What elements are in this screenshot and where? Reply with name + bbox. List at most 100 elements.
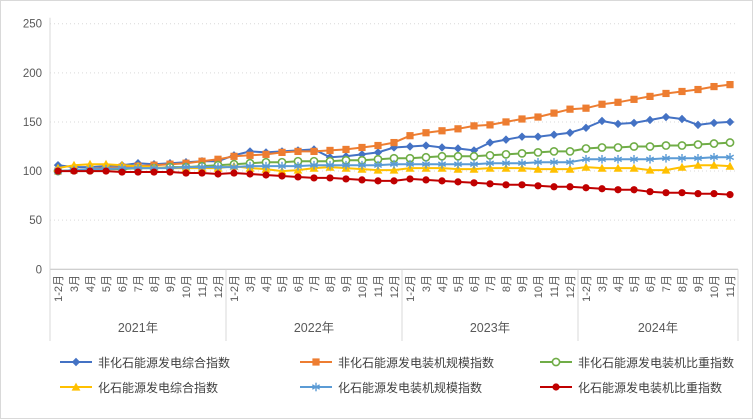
data-point-marker (406, 132, 414, 140)
data-point-marker (134, 168, 142, 176)
data-point-marker (518, 181, 526, 189)
data-point-marker (373, 165, 383, 174)
data-point-marker (725, 161, 735, 170)
data-point-marker (421, 159, 431, 169)
legend: 非化石能源发电综合指数 非化石能源发电装机规模指数 非化石能源发电装机比重指数化石能… (59, 353, 749, 396)
data-point-marker (486, 121, 494, 129)
data-point-marker (454, 178, 462, 186)
data-point-marker (374, 141, 382, 150)
data-point-marker (533, 147, 543, 157)
data-point-marker (597, 143, 607, 152)
data-point-marker (357, 160, 367, 170)
data-point-marker (661, 153, 671, 163)
data-point-marker (693, 120, 703, 130)
legend-item[interactable]: 化石能源发电装机规模指数 (299, 378, 539, 396)
legend-item[interactable]: 非化石能源发电装机比重指数 (539, 353, 749, 371)
x-axis-month-label: 6月 (293, 275, 305, 292)
data-point-marker (54, 167, 62, 175)
data-point-marker (437, 143, 447, 152)
data-point-marker (374, 177, 382, 185)
data-point-marker (405, 142, 415, 151)
data-point-marker (662, 89, 670, 98)
data-point-marker (405, 159, 415, 169)
data-point-marker (150, 168, 158, 176)
data-point-marker (565, 157, 575, 167)
data-point-marker (358, 176, 366, 184)
data-point-marker (294, 147, 302, 156)
data-point-marker (694, 85, 702, 94)
legend-label: 化石能源发电装机比重指数 (578, 380, 723, 395)
data-point-marker (645, 115, 655, 125)
x-axis-month-label: 5月 (629, 275, 641, 292)
data-point-marker (613, 163, 623, 172)
data-point-marker (246, 151, 254, 159)
data-point-marker (518, 115, 526, 123)
legend-item[interactable]: 化石能源发电装机比重指数 (539, 378, 749, 396)
data-point-marker (549, 147, 559, 156)
legend-item[interactable]: 非化石能源发电综合指数 (59, 353, 299, 371)
legend-item[interactable]: 化石能源发电综合指数 (59, 378, 299, 396)
x-axis-month-label: 12月 (389, 275, 401, 298)
data-point-marker (501, 135, 511, 144)
x-axis-month-label: 12月 (565, 275, 577, 298)
data-point-marker (325, 160, 335, 170)
data-point-marker (262, 171, 270, 179)
data-point-marker (69, 160, 79, 169)
data-point-marker (549, 164, 559, 173)
data-point-marker (581, 144, 591, 153)
data-point-marker (677, 162, 687, 171)
x-axis-month-label: 8月 (325, 275, 337, 292)
data-point-marker (373, 160, 383, 170)
y-axis-tick-label: 50 (29, 215, 42, 227)
data-point-marker (294, 173, 302, 181)
data-point-marker (246, 170, 254, 178)
x-axis-month-label: 6月 (645, 275, 657, 292)
x-axis-month-label: 11月 (373, 275, 385, 297)
legend-label: 非化石能源发电综合指数 (98, 355, 231, 370)
data-point-marker (102, 167, 110, 175)
data-point-marker (469, 146, 479, 155)
x-axis-year-label: 2021年 (118, 321, 158, 335)
data-point-marker (454, 125, 462, 133)
data-point-marker (71, 382, 81, 391)
data-point-marker (534, 182, 542, 190)
data-point-marker (278, 148, 286, 156)
data-point-marker (613, 143, 623, 152)
data-point-marker (326, 146, 334, 155)
data-point-marker (390, 177, 398, 185)
data-point-marker (86, 167, 94, 175)
data-point-marker (517, 132, 527, 141)
data-point-marker (310, 174, 318, 182)
data-point-marker (453, 151, 463, 161)
data-point-marker (565, 147, 575, 156)
x-axis-month-label: 3月 (69, 275, 81, 292)
data-point-marker (501, 149, 511, 159)
data-point-marker (677, 141, 687, 150)
data-point-marker (661, 112, 671, 122)
data-point-marker (453, 159, 463, 169)
x-axis-month-label: 3月 (421, 275, 433, 292)
x-axis-month-label: 7月 (485, 275, 497, 292)
data-point-marker (485, 150, 495, 160)
data-point-marker (278, 172, 286, 180)
data-point-marker (597, 163, 607, 172)
data-point-marker (214, 155, 222, 163)
legend-label: 化石能源发电装机规模指数 (338, 380, 483, 395)
data-point-marker (421, 152, 431, 162)
legend-item[interactable]: 非化石能源发电装机规模指数 (299, 353, 539, 371)
data-point-marker (725, 117, 735, 127)
data-point-marker (533, 132, 543, 141)
data-point-marker (581, 154, 591, 164)
data-point-marker (629, 118, 639, 128)
data-point-marker (214, 170, 222, 178)
x-axis-year-label: 2023年 (470, 321, 510, 335)
data-point-marker (645, 154, 655, 164)
x-axis-month-label: 9月 (341, 275, 353, 292)
x-axis-month-label: 5月 (101, 275, 113, 292)
data-point-marker (326, 174, 334, 182)
data-point-marker (310, 147, 318, 156)
data-point-marker (469, 151, 479, 161)
data-point-marker (597, 116, 607, 126)
x-axis-month-label: 8月 (149, 275, 161, 292)
data-point-marker (485, 163, 495, 172)
